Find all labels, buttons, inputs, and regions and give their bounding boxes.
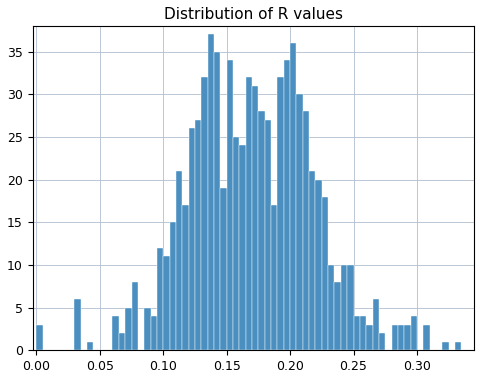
Bar xyxy=(156,248,163,350)
Bar xyxy=(422,325,429,350)
Bar xyxy=(252,86,258,350)
Bar xyxy=(327,265,334,350)
Bar xyxy=(182,205,188,350)
Bar xyxy=(258,111,264,350)
Bar xyxy=(112,316,119,350)
Bar xyxy=(454,342,460,350)
Bar xyxy=(473,342,480,350)
Title: Distribution of R values: Distribution of R values xyxy=(164,7,342,22)
Bar xyxy=(302,111,309,350)
Bar xyxy=(410,316,416,350)
Bar xyxy=(188,128,194,350)
Bar xyxy=(289,43,296,350)
Bar xyxy=(176,171,182,350)
Bar xyxy=(391,325,397,350)
Bar xyxy=(334,282,340,350)
Bar xyxy=(36,325,43,350)
Bar xyxy=(378,333,384,350)
Bar xyxy=(163,256,169,350)
Bar xyxy=(201,77,207,350)
Bar xyxy=(74,299,81,350)
Bar xyxy=(347,265,353,350)
Bar xyxy=(169,222,176,350)
Bar xyxy=(277,77,283,350)
Bar xyxy=(220,188,226,350)
Bar xyxy=(271,205,277,350)
Bar xyxy=(87,342,93,350)
Bar xyxy=(442,342,448,350)
Bar xyxy=(372,299,378,350)
Bar xyxy=(119,333,125,350)
Bar xyxy=(340,265,347,350)
Bar xyxy=(403,325,410,350)
Bar xyxy=(353,316,359,350)
Bar xyxy=(321,196,327,350)
Bar xyxy=(296,94,302,350)
Bar xyxy=(214,52,220,350)
Bar xyxy=(315,180,321,350)
Bar xyxy=(194,120,201,350)
Bar xyxy=(144,308,150,350)
Bar xyxy=(264,120,271,350)
Bar xyxy=(150,316,156,350)
Bar xyxy=(226,60,232,350)
Bar xyxy=(245,77,252,350)
Bar xyxy=(239,146,245,350)
Bar xyxy=(397,325,403,350)
Bar xyxy=(365,325,372,350)
Bar xyxy=(207,35,214,350)
Bar xyxy=(125,308,131,350)
Bar xyxy=(309,171,315,350)
Bar xyxy=(131,282,138,350)
Bar xyxy=(359,316,365,350)
Bar xyxy=(232,137,239,350)
Bar xyxy=(283,60,289,350)
